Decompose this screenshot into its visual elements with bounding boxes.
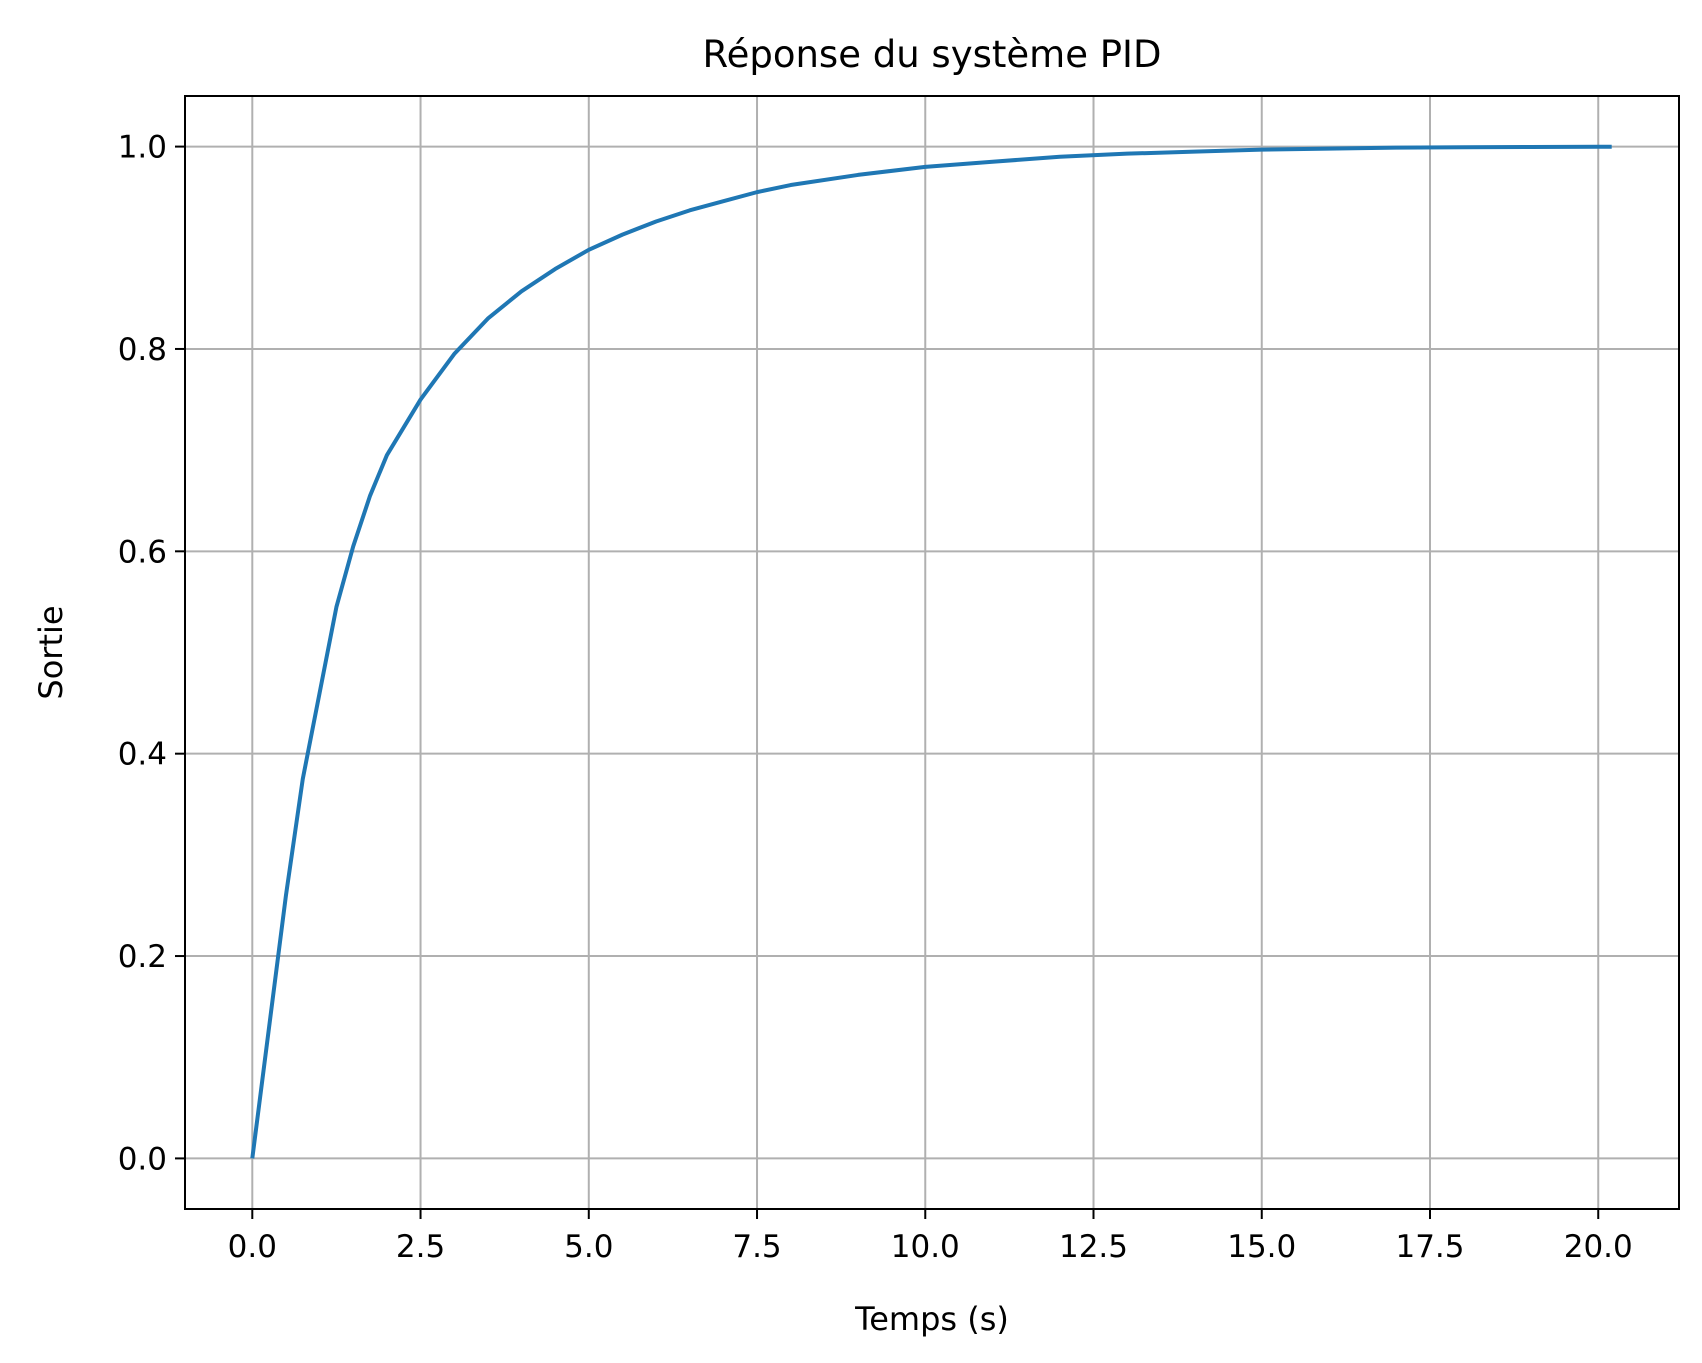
chart-title: Réponse du système PID (703, 33, 1162, 76)
x-tick-label: 17.5 (1395, 1229, 1464, 1265)
y-tick-label: 0.4 (118, 737, 167, 773)
y-axis-label: Sortie (32, 605, 70, 699)
x-tick-label: 12.5 (1059, 1229, 1128, 1265)
x-tick-label: 5.0 (564, 1229, 613, 1265)
ticks: 0.0 2.5 5.0 7.5 10.0 12.5 15.0 17.5 20.0 0.0 0.2 0.… (118, 130, 1633, 1265)
x-tick-label: 20.0 (1564, 1229, 1633, 1265)
x-tick-label: 0.0 (228, 1229, 277, 1265)
grid (185, 96, 1679, 1209)
y-tick-label: 0.2 (118, 939, 167, 975)
x-tick-label: 15.0 (1227, 1229, 1296, 1265)
series-line (250, 144, 1612, 1159)
y-tick-label: 0.0 (118, 1141, 167, 1177)
x-tick-label: 10.0 (891, 1229, 960, 1265)
y-tick-label: 0.8 (118, 332, 167, 368)
x-tick-label: 7.5 (732, 1229, 781, 1265)
y-tick-label: 0.6 (118, 534, 167, 570)
series-layer (250, 144, 1612, 1159)
x-axis-label: Temps (s) (854, 1300, 1009, 1338)
plot-frame (184, 95, 1680, 1210)
y-tick-label: 1.0 (118, 130, 167, 166)
x-tick-label: 2.5 (396, 1229, 445, 1265)
